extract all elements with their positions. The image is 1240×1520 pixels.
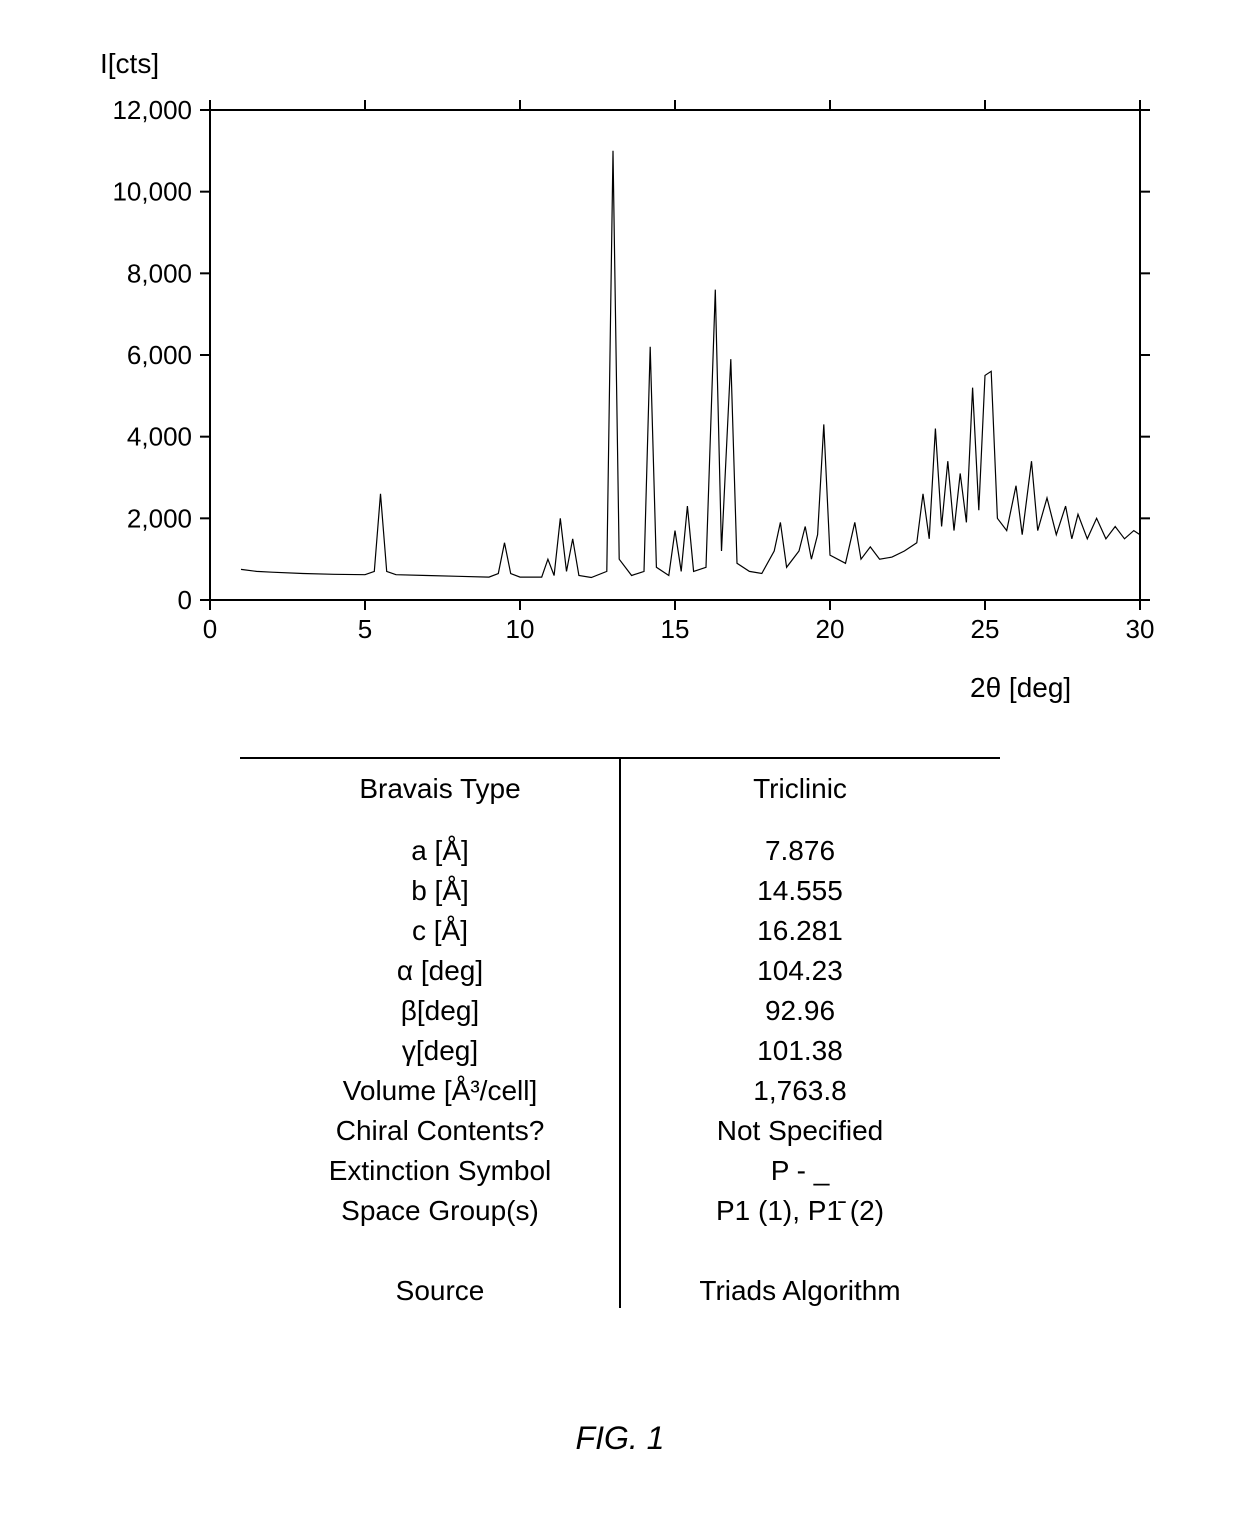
svg-text:30: 30 [1126, 614, 1155, 644]
svg-text:P - _: P - _ [771, 1155, 830, 1186]
svg-text:α [deg]: α [deg] [397, 955, 483, 986]
table-svg: Bravais Type Triclinic a [Å] 7.876 b [Å] 14.5… [220, 750, 1020, 1320]
svg-text:12,000: 12,000 [112, 100, 192, 125]
svg-text:25: 25 [971, 614, 1000, 644]
svg-text:2,000: 2,000 [127, 503, 192, 533]
svg-text:104.23: 104.23 [757, 955, 843, 986]
x-axis-label: 2θ [deg] [970, 672, 1071, 704]
svg-text:7.876: 7.876 [765, 835, 835, 866]
svg-text:b [Å]: b [Å] [411, 875, 469, 906]
crystallography-table: Bravais Type Triclinic a [Å] 7.876 b [Å] 14.5… [220, 750, 1020, 1320]
xrd-chart: 0 2,000 4,000 6,000 8,000 10,000 12,000 0 5 10 15 2… [100, 100, 1160, 660]
svg-text:Not Specified: Not Specified [717, 1115, 884, 1146]
svg-text:γ[deg]: γ[deg] [402, 1035, 478, 1066]
svg-text:Extinction Symbol: Extinction Symbol [329, 1155, 552, 1186]
svg-text:a [Å]: a [Å] [411, 835, 469, 866]
svg-text:0: 0 [178, 585, 192, 615]
svg-text:6,000: 6,000 [127, 340, 192, 370]
svg-text:16.281: 16.281 [757, 915, 843, 946]
chart-svg: 0 2,000 4,000 6,000 8,000 10,000 12,000 0 5 10 15 2… [100, 100, 1160, 660]
svg-text:20: 20 [816, 614, 845, 644]
svg-text:Volume [Å³/cell]: Volume [Å³/cell] [343, 1075, 538, 1106]
svg-text:Bravais Type: Bravais Type [359, 773, 520, 804]
svg-text:β[deg]: β[deg] [401, 995, 479, 1026]
svg-text:8,000: 8,000 [127, 258, 192, 288]
svg-text:Triclinic: Triclinic [753, 773, 847, 804]
svg-text:P1 (1), P1̄ (2): P1 (1), P1̄ (2) [716, 1195, 884, 1226]
y-axis-label: I[cts] [100, 48, 159, 80]
svg-text:10: 10 [506, 614, 535, 644]
svg-text:5: 5 [358, 614, 372, 644]
svg-text:c [Å]: c [Å] [412, 915, 468, 946]
svg-text:15: 15 [661, 614, 690, 644]
figure-caption: FIG. 1 [0, 1420, 1240, 1457]
svg-text:Source: Source [396, 1275, 485, 1306]
figure-page: I[cts] 0 2,000 4,000 6,000 8,000 10,000 12,000… [0, 0, 1240, 1520]
svg-text:4,000: 4,000 [127, 422, 192, 452]
svg-text:Space Group(s): Space Group(s) [341, 1195, 539, 1226]
svg-text:14.555: 14.555 [757, 875, 843, 906]
svg-text:0: 0 [203, 614, 217, 644]
svg-text:Triads Algorithm: Triads Algorithm [699, 1275, 900, 1306]
svg-text:Chiral Contents?: Chiral Contents? [336, 1115, 545, 1146]
svg-text:101.38: 101.38 [757, 1035, 843, 1066]
svg-text:92.96: 92.96 [765, 995, 835, 1026]
svg-text:1,763.8: 1,763.8 [753, 1075, 846, 1106]
svg-text:10,000: 10,000 [112, 177, 192, 207]
